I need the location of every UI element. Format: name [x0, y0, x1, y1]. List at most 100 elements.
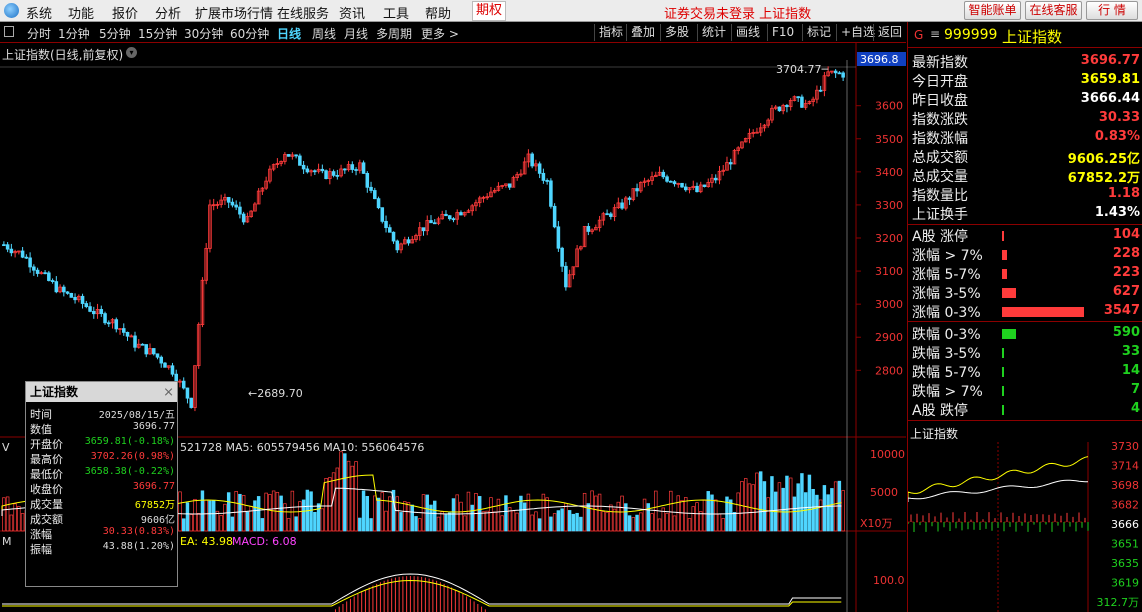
candle	[672, 181, 677, 185]
price-tick-label: 3300	[875, 199, 903, 212]
volume-bar	[695, 502, 699, 532]
tab-monthly[interactable]: 月线	[344, 27, 369, 41]
tab-60min[interactable]: 60分钟	[230, 27, 270, 41]
candle	[710, 177, 714, 183]
candle	[627, 197, 632, 200]
menu-quote[interactable]: 报价	[112, 7, 139, 22]
volume-bar	[669, 490, 673, 532]
info-value: 43.88(1.20%)	[102, 541, 175, 552]
tab-1min[interactable]: 1分钟	[58, 27, 90, 41]
volume-bar	[496, 498, 501, 532]
volume-bar	[732, 512, 737, 532]
indicator-button[interactable]: 指标	[594, 24, 627, 41]
tab-more[interactable]: 更多 >	[421, 27, 459, 41]
add-watchlist-button[interactable]: +自选	[836, 24, 879, 41]
candle	[114, 319, 119, 330]
breadth-label: 跌幅 3-5%	[912, 346, 981, 362]
info-row: 振幅 43.88(1.20%)	[26, 541, 177, 556]
volume-bar	[522, 502, 527, 532]
back-button[interactable]: 返回	[873, 24, 906, 41]
breadth-bar	[1002, 231, 1005, 241]
candle	[253, 203, 257, 212]
candle	[657, 171, 662, 176]
breadth-value: 104	[1112, 227, 1140, 242]
candle	[350, 164, 355, 170]
menu-news[interactable]: 资讯	[339, 7, 366, 22]
tab-weekly[interactable]: 周线	[312, 27, 337, 41]
quote-value: 3659.81	[1080, 72, 1140, 87]
volume-bar	[286, 518, 291, 532]
info-row: 开盘价 3659.81(-0.18%)	[26, 436, 177, 451]
candle	[564, 265, 568, 288]
menu-system[interactable]: 系统	[26, 7, 53, 22]
candle	[388, 227, 392, 233]
macd-tick-label: 100.0	[873, 574, 905, 587]
volume-bar	[5, 496, 10, 532]
tab-15min[interactable]: 15分钟	[138, 27, 178, 41]
chart-settings-icon[interactable]: ▾	[126, 47, 137, 58]
volume-bar	[534, 511, 538, 532]
intraday-mini-chart[interactable]: 3730 3714 3698 3682 3666 3651 3635 3619 312.7万	[908, 442, 1142, 612]
app-logo-icon[interactable]	[4, 3, 19, 18]
candle	[24, 256, 29, 259]
volume-bar	[313, 511, 317, 532]
market-button[interactable]: 行 情	[1086, 1, 1138, 20]
online-support-button[interactable]: 在线客服	[1025, 1, 1082, 20]
candle	[826, 71, 830, 77]
multi-stock-button[interactable]: 多股	[660, 24, 693, 41]
volume-bar	[710, 494, 714, 532]
volume-bar	[650, 513, 654, 532]
candle	[313, 170, 317, 173]
mark-button[interactable]: 标记	[802, 24, 835, 41]
kline-chart[interactable]: V 521728 MA5: 605579456 MA10: 556064576 10…	[0, 43, 906, 612]
volume-bar	[672, 515, 677, 532]
menu-function[interactable]: 功能	[68, 7, 95, 22]
close-icon[interactable]: ⨯	[163, 385, 174, 400]
info-value: 30.33(0.83%)	[102, 526, 175, 537]
statistics-button[interactable]: 统计	[697, 24, 730, 41]
quote-label: 上证换手	[912, 207, 968, 223]
candle	[275, 163, 280, 166]
candle	[369, 186, 373, 191]
candle	[635, 188, 639, 192]
overlay-button[interactable]: 叠加	[626, 24, 659, 41]
volume-bar	[631, 517, 636, 532]
candle	[395, 240, 400, 251]
menu-analysis[interactable]: 分析	[155, 7, 182, 22]
menu-icon[interactable]: ≡	[930, 27, 941, 41]
quote-row: 指数涨跌 30.33	[908, 109, 1142, 128]
volume-bar	[635, 514, 639, 532]
tab-5min[interactable]: 5分钟	[99, 27, 131, 41]
f10-button[interactable]: F10	[767, 24, 798, 41]
tab-multi-period[interactable]: 多周期	[376, 27, 413, 41]
candle	[136, 343, 141, 348]
tab-30min[interactable]: 30分钟	[184, 27, 224, 41]
macd-dea-label: EA: 43.98	[180, 535, 233, 548]
options-button[interactable]: 期权	[472, 1, 506, 21]
candle	[305, 168, 310, 173]
menu-help[interactable]: 帮助	[425, 7, 452, 22]
volume-bar	[433, 500, 437, 532]
volume-bar	[17, 506, 21, 532]
smart-bill-button[interactable]: 智能账单	[964, 1, 1021, 20]
volume-bar	[582, 492, 587, 532]
volume-bar	[796, 483, 800, 532]
volume-bar	[448, 512, 452, 532]
candle	[69, 292, 74, 298]
menu-tools[interactable]: 工具	[383, 7, 410, 22]
volume-bar	[20, 513, 25, 532]
candle	[545, 180, 549, 182]
volume-bar	[223, 503, 227, 532]
volume-bar	[309, 491, 313, 532]
divider	[908, 224, 1142, 225]
menu-extended-market[interactable]: 扩展市场行情	[195, 7, 274, 22]
volume-bar	[418, 518, 422, 532]
volume-bar	[185, 502, 190, 532]
layout-toggle-icon[interactable]	[4, 26, 14, 37]
menu-online-service[interactable]: 在线服务	[277, 7, 330, 22]
tab-intraday[interactable]: 分时	[27, 27, 52, 41]
price-tick-label: 3100	[875, 265, 903, 278]
tab-daily[interactable]: 日线	[277, 27, 302, 41]
draw-line-button[interactable]: 画线	[731, 24, 764, 41]
candle	[818, 89, 823, 92]
